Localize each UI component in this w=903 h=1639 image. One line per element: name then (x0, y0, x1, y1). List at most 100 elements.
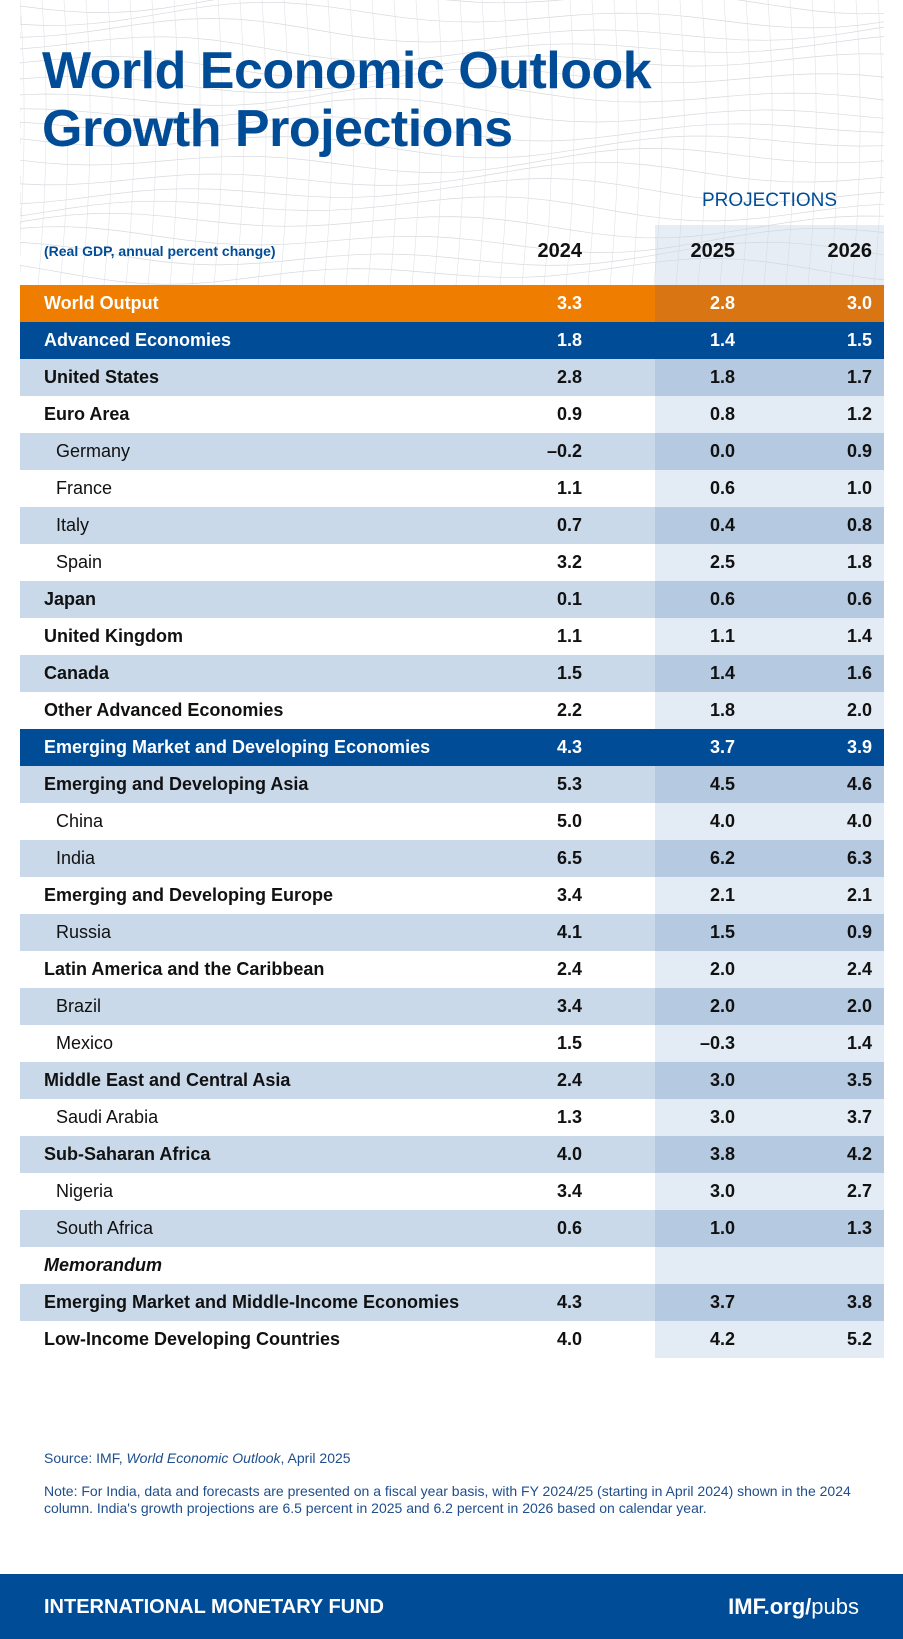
projections-table: World Output 3.3 2.8 3.0 Advanced Economies 1… (20, 285, 884, 1358)
table-row: South Africa 0.6 1.0 1.3 (20, 1210, 884, 1247)
row-label: Emerging Market and Developing Economies (44, 737, 431, 757)
value-2026: 2.1 (846, 885, 872, 905)
projection-cell-shade (655, 285, 884, 322)
table-row: Russia 4.1 1.5 0.9 (20, 914, 884, 951)
projection-cell-shade (655, 581, 884, 618)
value-2025: 1.8 (709, 700, 735, 720)
value-2026: 1.5 (846, 330, 872, 350)
value-2026: 4.6 (846, 774, 872, 794)
value-2025: 2.8 (709, 293, 735, 313)
value-2024: 2.4 (556, 959, 582, 979)
source-note: Source: IMF, World Economic Outlook, Apr… (44, 1450, 864, 1467)
value-2026: 1.4 (846, 1033, 872, 1053)
value-2026: 5.2 (846, 1329, 872, 1349)
value-2024: 3.3 (556, 293, 582, 313)
value-2024: 1.1 (556, 626, 582, 646)
table-row: Italy 0.7 0.4 0.8 (20, 507, 884, 544)
table-row: Latin America and the Caribbean 2.4 2.0 2.4 (20, 951, 884, 988)
table-row: Canada 1.5 1.4 1.6 (20, 655, 884, 692)
value-2026: 4.0 (846, 811, 872, 831)
row-label: South Africa (56, 1218, 154, 1238)
india-note: Note: For India, data and forecasts are … (44, 1483, 851, 1516)
projection-cell-shade (655, 396, 884, 433)
value-2025: 1.4 (709, 663, 735, 683)
url-bold: IMF.org/ (728, 1594, 812, 1619)
projection-cell-shade (655, 433, 884, 470)
url-light: pubs (811, 1594, 859, 1619)
value-2025: 0.6 (709, 478, 735, 498)
value-2024: 3.4 (556, 1181, 582, 1201)
row-label: Sub-Saharan Africa (44, 1144, 211, 1164)
table-row: Brazil 3.4 2.0 2.0 (20, 988, 884, 1025)
value-2025: 4.5 (709, 774, 735, 794)
value-2026: 1.8 (846, 552, 872, 572)
value-2025: 1.5 (709, 922, 735, 942)
value-2025: 2.1 (709, 885, 735, 905)
value-2024: 2.2 (556, 700, 582, 720)
value-2026: 3.0 (846, 293, 872, 313)
year-header-2024: 2024 (537, 240, 583, 262)
value-2025: 1.4 (709, 330, 735, 350)
value-2026: 0.8 (846, 515, 872, 535)
row-label: Nigeria (56, 1181, 114, 1201)
table-row: United States 2.8 1.8 1.7 (20, 359, 884, 396)
row-label: Middle East and Central Asia (44, 1070, 291, 1090)
title-line-2: Growth Projections (42, 100, 513, 158)
value-2026: 2.0 (846, 996, 872, 1016)
value-2025: –0.3 (699, 1033, 735, 1053)
projection-cell-shade (655, 1321, 884, 1358)
pubs-link[interactable]: IMF.org/pubs (728, 1594, 859, 1620)
projection-cell-shade (655, 803, 884, 840)
value-2026: 1.2 (846, 404, 872, 424)
projection-cell-shade (655, 470, 884, 507)
row-label: Latin America and the Caribbean (44, 959, 325, 979)
wireframe-background (20, 0, 884, 285)
value-2026: 3.8 (846, 1292, 872, 1312)
row-label: Emerging and Developing Europe (44, 885, 334, 905)
row-label: Japan (44, 589, 97, 609)
projection-cell-shade (655, 951, 884, 988)
value-2026: 3.5 (846, 1070, 872, 1090)
row-label: Emerging Market and Middle-Income Econom… (44, 1292, 460, 1312)
value-2026: 2.0 (846, 700, 872, 720)
projection-cell-shade (655, 1062, 884, 1099)
value-2026: 1.6 (846, 663, 872, 683)
row-label: Canada (44, 663, 110, 683)
value-2024: 6.5 (556, 848, 582, 868)
year-header-2025: 2025 (690, 240, 736, 262)
value-2025: 0.4 (709, 515, 735, 535)
row-label: India (56, 848, 96, 868)
value-2025: 2.5 (709, 552, 735, 572)
value-2024: 0.9 (556, 404, 582, 424)
value-2024: 4.1 (556, 922, 582, 942)
table-row: Nigeria 3.4 3.0 2.7 (20, 1173, 884, 1210)
projection-cell-shade (655, 507, 884, 544)
projection-cell-shade (655, 1173, 884, 1210)
table-row: Emerging Market and Middle-Income Econom… (20, 1284, 884, 1321)
projection-cell-shade (655, 1025, 884, 1062)
page-title: World Economic Outlook Growth Projection… (42, 42, 652, 158)
table-row: Japan 0.1 0.6 0.6 (20, 581, 884, 618)
row-label: Spain (56, 552, 103, 572)
table-row: United Kingdom 1.1 1.1 1.4 (20, 618, 884, 655)
value-2024: 5.3 (556, 774, 582, 794)
value-2026: 0.6 (846, 589, 872, 609)
projection-cell-shade (655, 840, 884, 877)
value-2025: 3.7 (709, 1292, 735, 1312)
value-2026: 2.7 (846, 1181, 872, 1201)
value-2026: 1.4 (846, 626, 872, 646)
value-2024: 4.0 (556, 1329, 582, 1349)
source-prefix: Source: IMF, (44, 1450, 127, 1466)
value-2026: 1.7 (846, 367, 872, 387)
source-title: World Economic Outlook (126, 1450, 281, 1466)
projection-cell-shade (655, 692, 884, 729)
row-label: France (56, 478, 113, 498)
value-2024: 3.4 (556, 996, 582, 1016)
projection-cell-shade (655, 544, 884, 581)
table-row: Low-Income Developing Countries 4.0 4.2 5.2 (20, 1321, 884, 1358)
row-label: Emerging and Developing Asia (44, 774, 309, 794)
projection-cell-shade (655, 877, 884, 914)
value-2024: 4.3 (556, 1292, 582, 1312)
value-2026: 3.7 (846, 1107, 872, 1127)
projections-label: PROJECTIONS (701, 190, 838, 211)
